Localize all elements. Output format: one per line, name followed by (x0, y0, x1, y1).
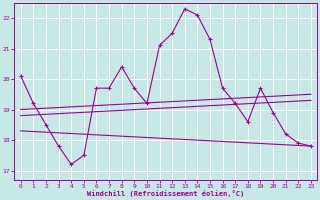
X-axis label: Windchill (Refroidissement éolien,°C): Windchill (Refroidissement éolien,°C) (87, 190, 244, 197)
